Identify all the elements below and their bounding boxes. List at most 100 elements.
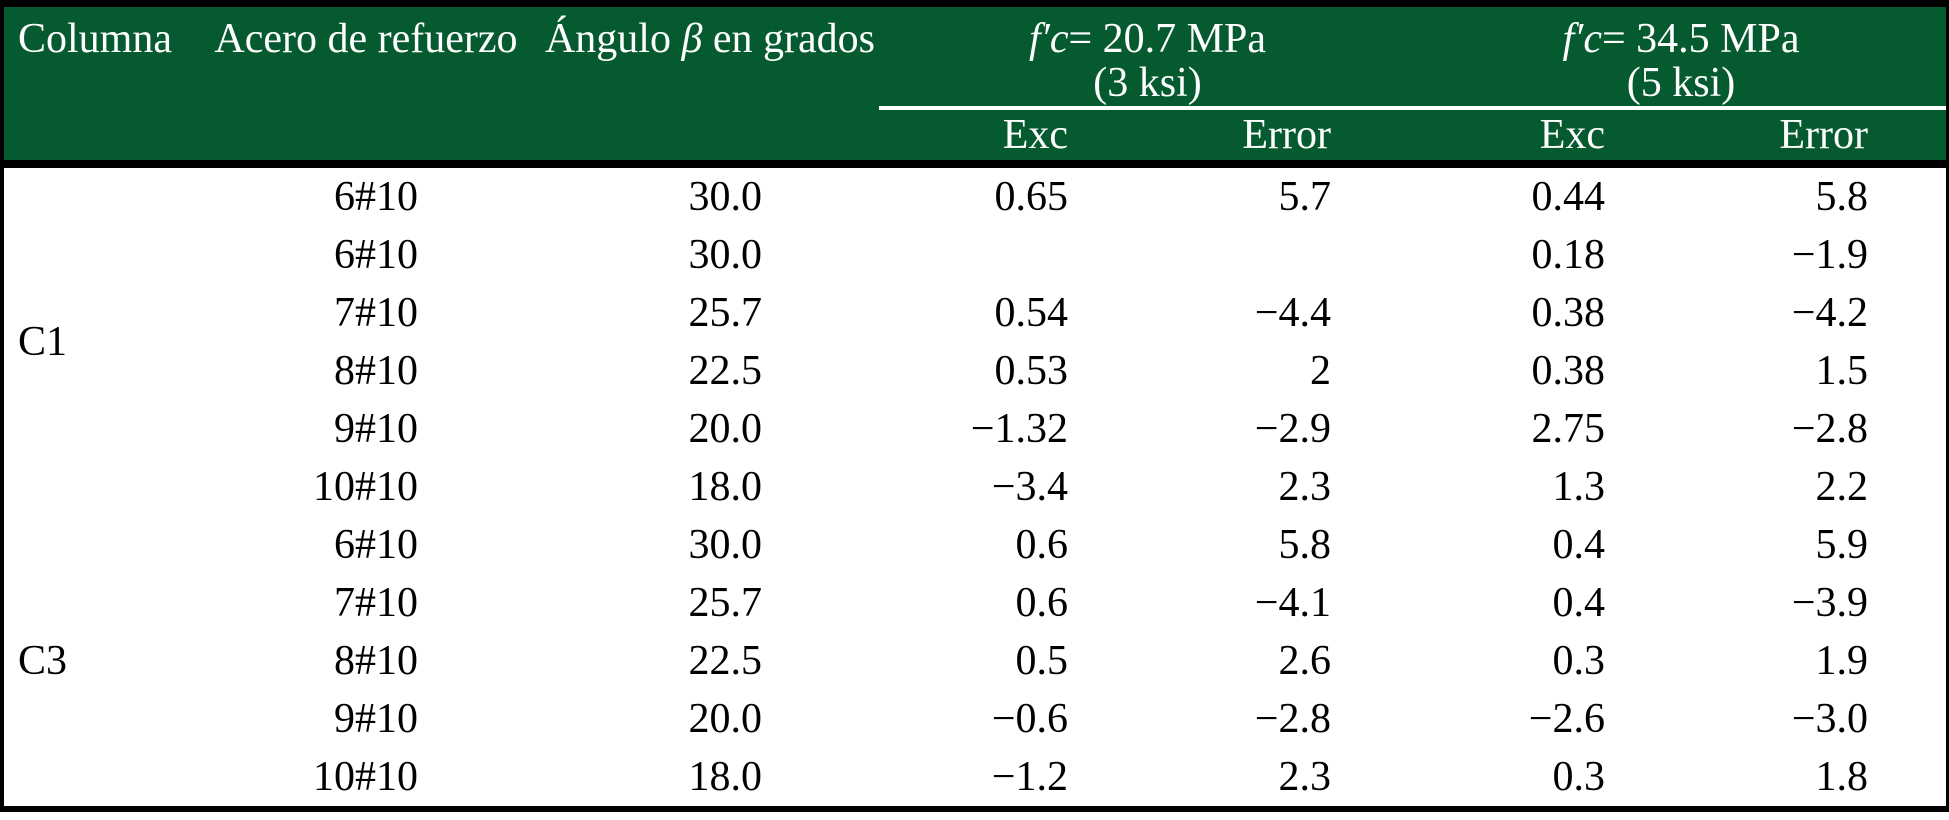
cell-acero: 10#10: [313, 464, 418, 510]
header-columna: Columna: [4, 7, 191, 168]
cell-error-34mpa: −3.9: [1791, 580, 1868, 626]
fc-value-1: = 20.7 MPa: [1068, 16, 1267, 62]
table-row: 8#10 22.5 0.5 2.6 0.3 1.9: [4, 632, 1946, 690]
beta-symbol: β: [681, 16, 703, 62]
table-row: 9#10 20.0 −0.6 −2.8 −2.6 −3.0: [4, 690, 1946, 748]
cell-acero: 9#10: [334, 696, 418, 742]
cell-exc-34mpa: 0.3: [1552, 638, 1606, 684]
table-row: 6#10 30.0 0.18 −1.9: [4, 226, 1946, 284]
cell-exc-20mpa: −1.32: [970, 406, 1068, 452]
cell-acero: 6#10: [334, 522, 418, 568]
cell-error-34mpa: 5.9: [1815, 522, 1869, 568]
table-row: 8#10 22.5 0.53 2 0.38 1.5: [4, 342, 1946, 400]
table-row: 10#10 18.0 −1.2 2.3 0.3 1.8: [4, 748, 1946, 806]
subheader-exc-34mpa: Exc: [1467, 110, 1710, 168]
cell-exc-20mpa: −1.2: [991, 754, 1068, 800]
fc-value-2: = 34.5 MPa: [1601, 16, 1800, 62]
table-row: C3 6#10 30.0 0.6 5.8 0.4 5.9: [4, 516, 1946, 683]
cell-acero: 8#10: [334, 638, 418, 684]
group-label-c1: C1: [18, 319, 68, 365]
cell-acero: 10#10: [313, 754, 418, 800]
header-group-fc-20mpa: f′c= 20.7 MPa (3 ksi): [879, 7, 1467, 110]
cell-error-34mpa: −4.2: [1791, 290, 1868, 336]
cell-error-34mpa: 1.9: [1815, 638, 1869, 684]
table-row: 9#10 20.0 −1.32 −2.9 2.75 −2.8: [4, 400, 1946, 458]
cell-error-20mpa: −2.9: [1254, 406, 1331, 452]
cell-error-20mpa: −4.1: [1254, 580, 1331, 626]
cell-exc-34mpa: 1.3: [1552, 464, 1606, 510]
cell-angulo: 20.0: [688, 696, 763, 742]
subheader-exc-20mpa: Exc: [879, 110, 1173, 168]
cell-error-34mpa: −1.9: [1791, 232, 1868, 278]
header-group-fc-34mpa: f′c= 34.5 MPa (5 ksi): [1467, 7, 1946, 110]
cell-acero: 7#10: [334, 290, 418, 336]
cell-error-20mpa: 2.6: [1278, 638, 1332, 684]
cell-acero: 6#10: [334, 232, 418, 278]
fc-ksi-1: (3 ksi): [1093, 60, 1202, 106]
table-body: C1 6#10 30.0 0.65 5.7 0.44 5.8 6#10 30.0…: [4, 168, 1946, 806]
cell-exc-34mpa: 0.38: [1531, 290, 1606, 336]
fc-symbol: f′c: [1562, 16, 1602, 62]
table-row: 7#10 25.7 0.54 −4.4 0.38 −4.2: [4, 284, 1946, 342]
cell-angulo: 25.7: [688, 580, 763, 626]
cell-acero: 9#10: [334, 406, 418, 452]
cell-exc-20mpa: 0.54: [994, 290, 1069, 336]
cell-error-20mpa: −2.8: [1254, 696, 1331, 742]
cell-error-34mpa: 2.2: [1815, 464, 1869, 510]
cell-exc-20mpa: 0.53: [994, 348, 1069, 394]
cell-exc-34mpa: 2.75: [1531, 406, 1606, 452]
cell-error-34mpa: −2.8: [1791, 406, 1868, 452]
angulo-text-pre: Ángulo: [544, 16, 682, 62]
cell-acero: 7#10: [334, 580, 418, 626]
cell-error-20mpa: 2.3: [1278, 464, 1332, 510]
cell-error-20mpa: −4.4: [1254, 290, 1331, 336]
header-acero: Acero de refuerzo: [191, 7, 541, 168]
cell-error-34mpa: 1.8: [1815, 754, 1869, 800]
cell-angulo: 30.0: [688, 232, 763, 278]
cell-exc-20mpa: 0.65: [994, 174, 1069, 220]
cell-angulo: 20.0: [688, 406, 763, 452]
fc-ksi-2: (5 ksi): [1626, 60, 1736, 106]
cell-angulo: 18.0: [688, 754, 763, 800]
cell-exc-20mpa: 0.6: [1015, 522, 1069, 568]
cell-exc-34mpa: 0.3: [1552, 754, 1606, 800]
cell-angulo: 30.0: [688, 522, 763, 568]
cell-angulo: 30.0: [688, 174, 763, 220]
subheader-error-34mpa: Error: [1710, 110, 1946, 168]
cell-angulo: 22.5: [688, 348, 763, 394]
cell-error-20mpa: [1173, 226, 1467, 284]
cell-acero: 8#10: [334, 348, 418, 394]
cell-exc-20mpa: 0.6: [1015, 580, 1069, 626]
header-angulo: Ángulo β en grados: [541, 7, 879, 168]
subheader-error-20mpa: Error: [1173, 110, 1467, 168]
cell-error-34mpa: 5.8: [1815, 174, 1869, 220]
cell-error-20mpa: 2: [1310, 348, 1331, 394]
cell-angulo: 22.5: [688, 638, 763, 684]
cell-exc-20mpa: −0.6: [991, 696, 1068, 742]
cell-acero: 6#10: [334, 174, 418, 220]
cell-exc-20mpa: [879, 226, 1173, 284]
cell-error-34mpa: −3.0: [1791, 696, 1868, 742]
table-row: 10#10 18.0 −3.4 2.3 1.3 2.2: [4, 458, 1946, 516]
cell-exc-34mpa: 0.38: [1531, 348, 1606, 394]
table-row: 7#10 25.7 0.6 −4.1 0.4 −3.9: [4, 574, 1946, 632]
fc-symbol: f′c: [1028, 16, 1069, 62]
cell-exc-34mpa: 0.4: [1552, 580, 1606, 626]
cell-exc-34mpa: 0.44: [1531, 174, 1606, 220]
cell-error-20mpa: 5.7: [1278, 174, 1332, 220]
table-row: C1 6#10 30.0 0.65 5.7 0.44 5.8: [4, 168, 1946, 364]
cell-error-34mpa: 1.5: [1815, 348, 1869, 394]
group-label-c3: C3: [18, 638, 68, 684]
cell-error-20mpa: 5.8: [1278, 522, 1332, 568]
cell-exc-34mpa: 0.4: [1552, 522, 1606, 568]
cell-angulo: 18.0: [688, 464, 763, 510]
cell-exc-20mpa: 0.5: [1015, 638, 1069, 684]
cell-error-20mpa: 2.3: [1278, 754, 1332, 800]
cell-angulo: 25.7: [688, 290, 763, 336]
angulo-text-post: en grados: [702, 16, 876, 62]
cell-exc-34mpa: −2.6: [1528, 696, 1605, 742]
cell-exc-34mpa: 0.18: [1531, 232, 1606, 278]
table-header: Columna Acero de refuerzo Ángulo β en gr…: [4, 7, 1946, 168]
cell-exc-20mpa: −3.4: [991, 464, 1068, 510]
